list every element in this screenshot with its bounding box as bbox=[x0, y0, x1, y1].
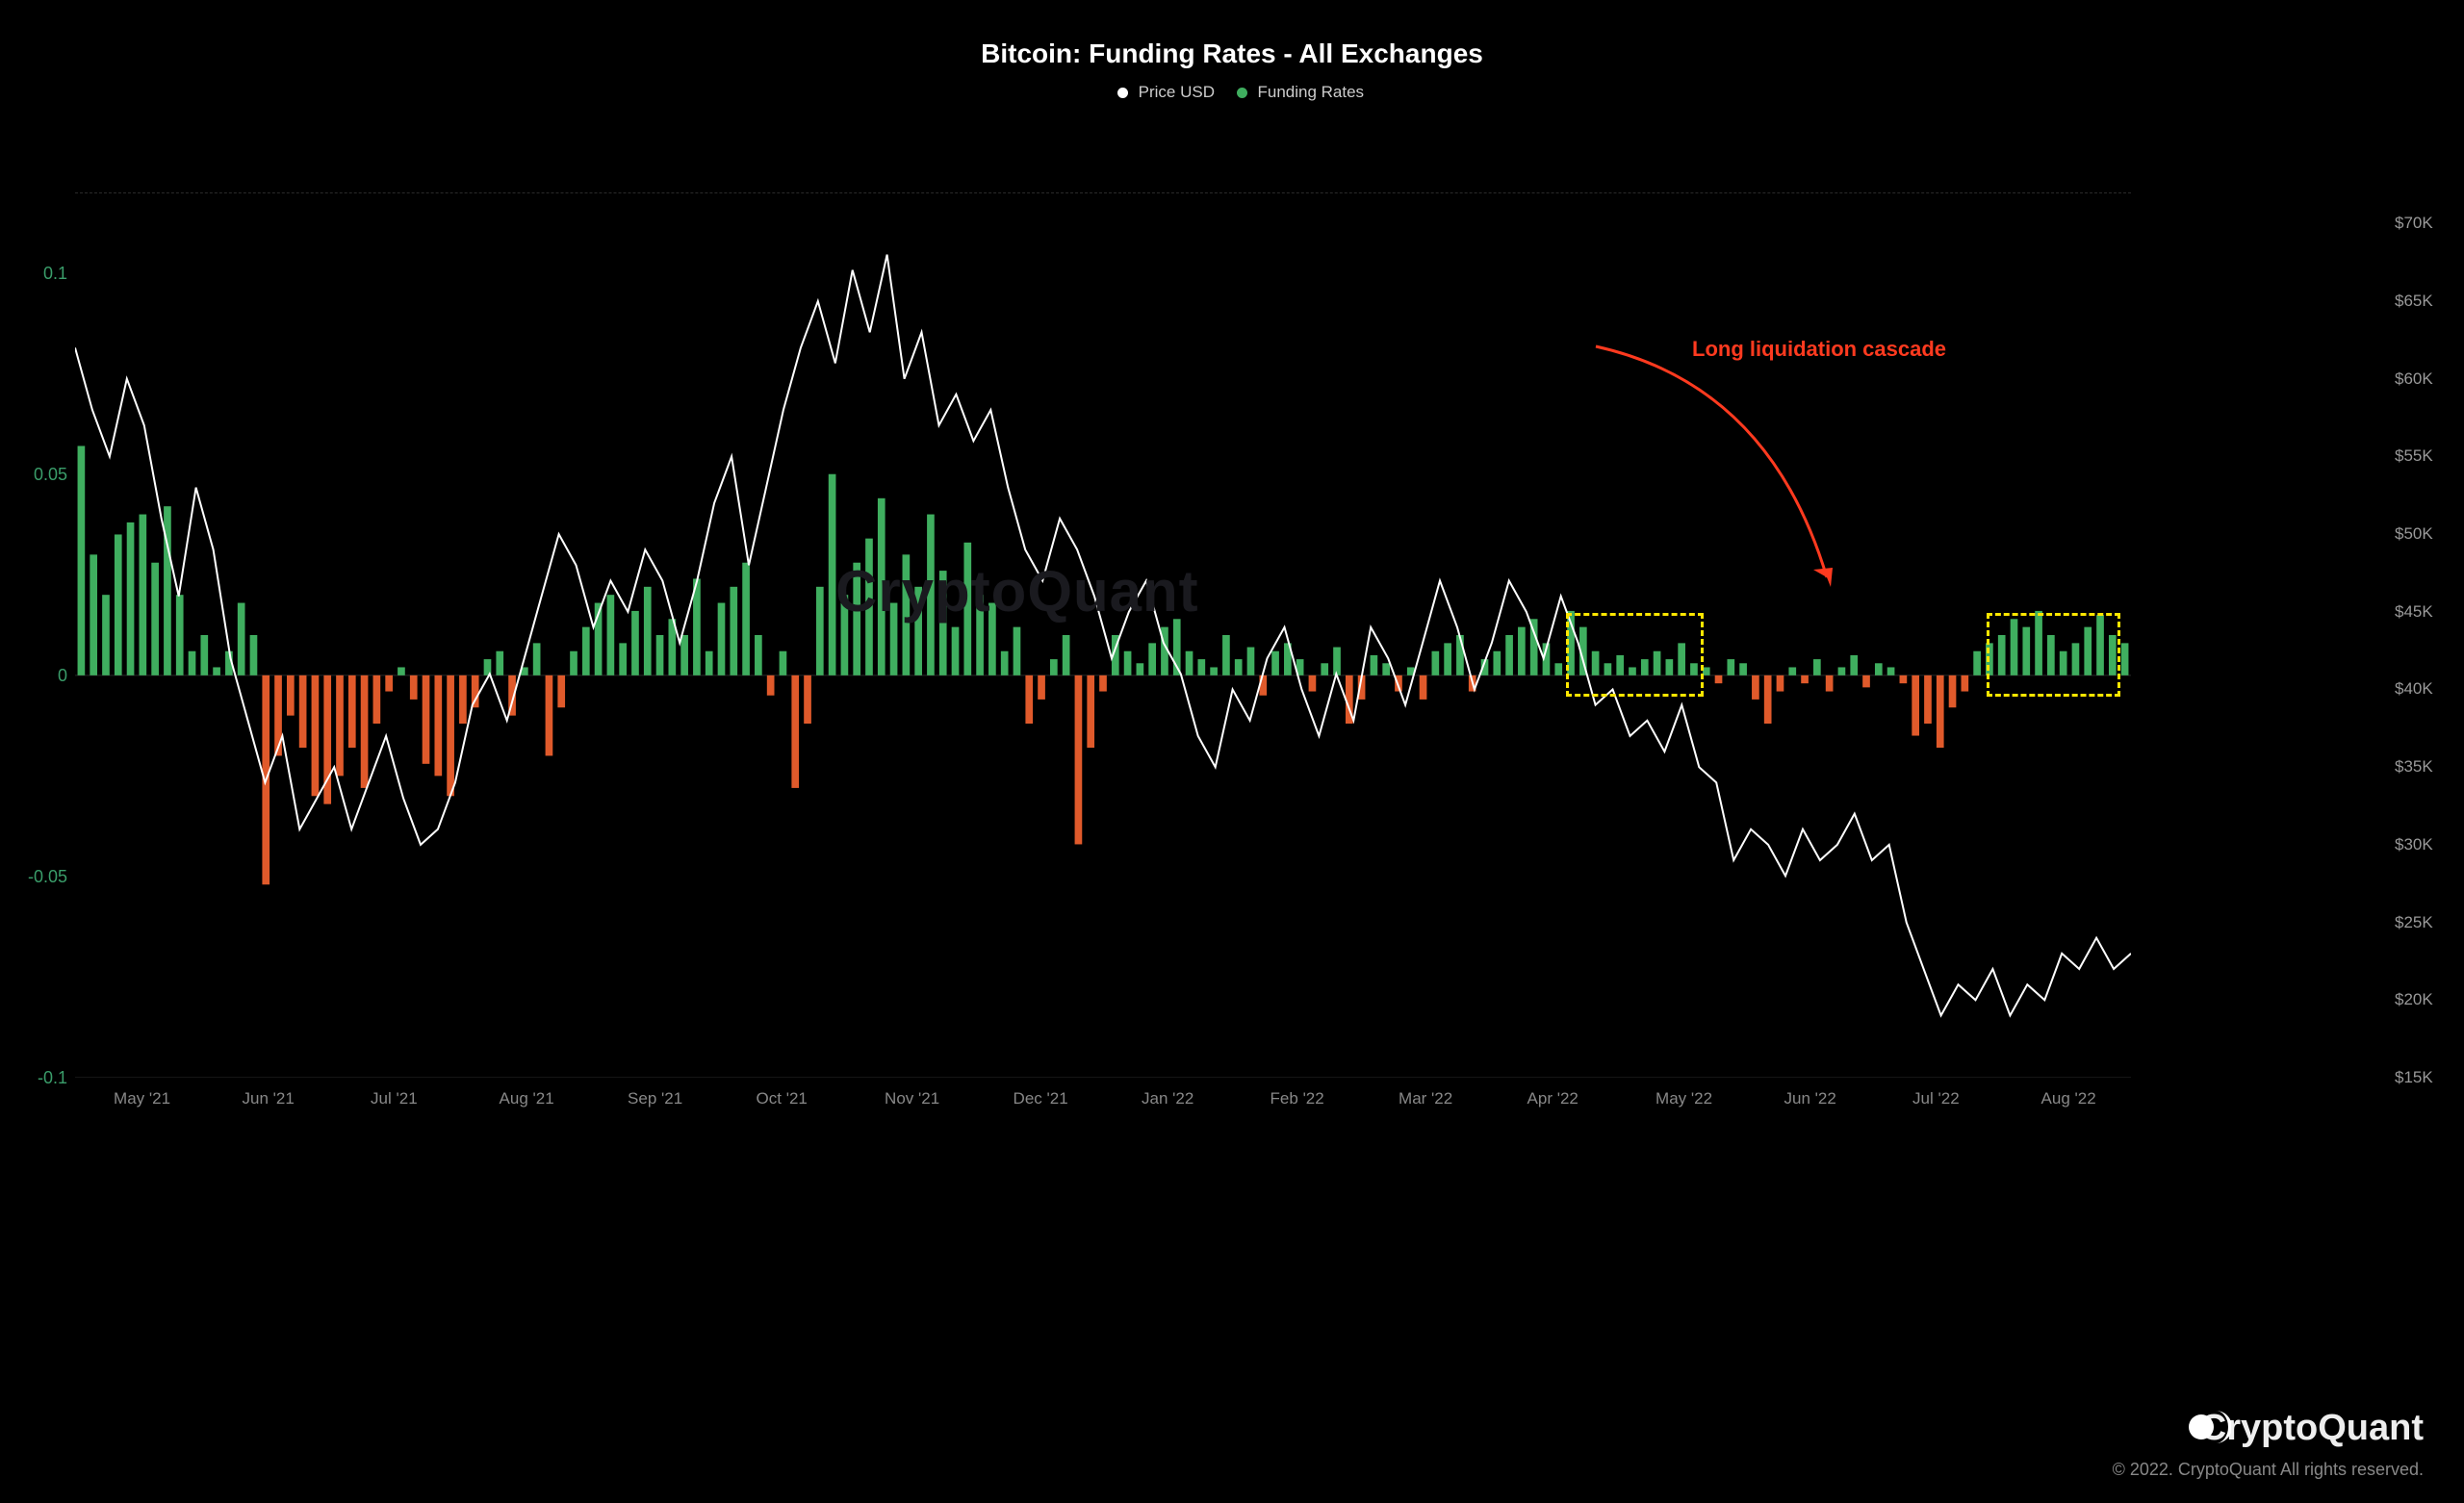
y-right-tick: $45K bbox=[2395, 602, 2439, 622]
legend-label-funding: Funding Rates bbox=[1257, 83, 1364, 101]
brand-name: CryptoQuant bbox=[2200, 1408, 2424, 1449]
legend-dot-funding bbox=[1237, 88, 1247, 98]
y-right-tick: $60K bbox=[2395, 369, 2439, 389]
y-right-tick: $35K bbox=[2395, 757, 2439, 777]
highlight-box bbox=[1987, 613, 2120, 697]
y-right-tick: $65K bbox=[2395, 292, 2439, 311]
chart-title: Bitcoin: Funding Rates - All Exchanges bbox=[29, 38, 2435, 69]
legend-dot-price bbox=[1117, 88, 1128, 98]
x-tick: Oct '21 bbox=[757, 1089, 808, 1108]
annotation-text: Long liquidation cascade bbox=[1692, 337, 1946, 362]
x-tick: Nov '21 bbox=[885, 1089, 939, 1108]
y-right-tick: $25K bbox=[2395, 913, 2439, 932]
y-left-tick: 0 bbox=[25, 666, 67, 686]
y-left-tick: 0.05 bbox=[25, 465, 67, 485]
x-tick: Mar '22 bbox=[1399, 1089, 1452, 1108]
y-right-tick: $55K bbox=[2395, 446, 2439, 466]
y-right-tick: $70K bbox=[2395, 214, 2439, 233]
x-tick: Feb '22 bbox=[1270, 1089, 1324, 1108]
x-tick: May '22 bbox=[1656, 1089, 1712, 1108]
legend-label-price: Price USD bbox=[1139, 83, 1215, 101]
y-right-tick: $50K bbox=[2395, 524, 2439, 544]
y-right-tick: $30K bbox=[2395, 835, 2439, 854]
plot-area: CryptoQuant Long liquidation cascade bbox=[75, 192, 2131, 1078]
legend: Price USD Funding Rates bbox=[29, 83, 2435, 102]
x-tick: Aug '22 bbox=[2041, 1089, 2096, 1108]
y-right-tick: $20K bbox=[2395, 990, 2439, 1009]
y-left-tick: -0.1 bbox=[25, 1068, 67, 1088]
brand-logo: CryptoQuant bbox=[2189, 1408, 2424, 1449]
highlight-box bbox=[1566, 613, 1704, 697]
x-tick: Jun '22 bbox=[1784, 1089, 1836, 1108]
x-tick: Sep '21 bbox=[628, 1089, 682, 1108]
x-tick: Dec '21 bbox=[1014, 1089, 1068, 1108]
x-tick: Jan '22 bbox=[1142, 1089, 1194, 1108]
y-left-tick: 0.1 bbox=[25, 264, 67, 284]
copyright: © 2022. CryptoQuant All rights reserved. bbox=[2113, 1460, 2424, 1480]
y-right-tick: $40K bbox=[2395, 679, 2439, 699]
x-tick: Jul '21 bbox=[371, 1089, 418, 1108]
x-tick: Apr '22 bbox=[1527, 1089, 1578, 1108]
x-tick: Jul '22 bbox=[1912, 1089, 1960, 1108]
x-tick: May '21 bbox=[114, 1089, 170, 1108]
y-right-tick: $15K bbox=[2395, 1068, 2439, 1087]
y-left-tick: -0.05 bbox=[25, 867, 67, 887]
x-tick: Jun '21 bbox=[243, 1089, 295, 1108]
chart-svg bbox=[75, 192, 2131, 1078]
x-tick: Aug '21 bbox=[500, 1089, 554, 1108]
